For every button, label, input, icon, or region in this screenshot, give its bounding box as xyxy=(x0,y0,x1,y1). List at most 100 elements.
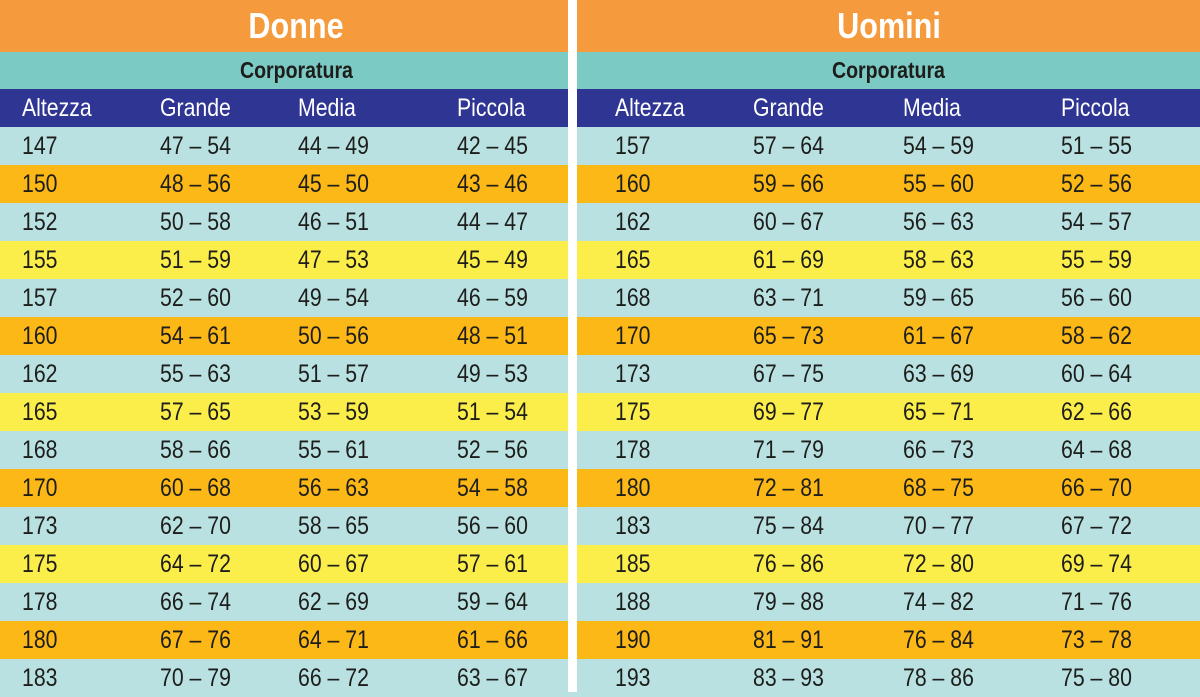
table-row: 178 66 – 74 62 – 69 59 – 64 xyxy=(0,583,592,621)
table-cell: 57 – 61 xyxy=(457,549,528,578)
table-cell: 57 – 65 xyxy=(160,397,231,426)
table-row: 165 57 – 65 53 – 59 51 – 54 xyxy=(0,393,592,431)
table-row: 193 83 – 93 78 – 86 75 – 80 xyxy=(577,659,1200,697)
women-table: Donne Corporatura Altezza Grande Media Picc… xyxy=(0,0,592,697)
table-row: 152 50 – 58 46 – 51 44 – 47 xyxy=(0,203,592,241)
table-cell: 147 xyxy=(22,131,58,160)
men-header-grande: Grande xyxy=(753,93,824,122)
table-cell: 64 – 72 xyxy=(160,549,231,578)
men-title: Uomini xyxy=(577,0,1200,52)
table-row: 157 57 – 64 54 – 59 51 – 55 xyxy=(577,127,1200,165)
table-row: 165 61 – 69 58 – 63 55 – 59 xyxy=(577,241,1200,279)
table-cell: 46 – 51 xyxy=(298,207,369,236)
men-header-altezza: Altezza xyxy=(615,93,685,122)
women-subtitle: Corporatura xyxy=(0,52,592,89)
table-cell: 43 – 46 xyxy=(457,169,528,198)
men-header-media: Media xyxy=(903,93,961,122)
table-row: 173 62 – 70 58 – 65 56 – 60 xyxy=(0,507,592,545)
table-cell: 67 – 75 xyxy=(753,359,824,388)
table-cell: 71 – 76 xyxy=(1061,587,1132,616)
table-cell: 65 – 71 xyxy=(903,397,974,426)
table-cell: 59 – 64 xyxy=(457,587,528,616)
table-cell: 46 – 59 xyxy=(457,283,528,312)
table-row: 147 47 – 54 44 – 49 42 – 45 xyxy=(0,127,592,165)
table-cell: 60 – 67 xyxy=(298,549,369,578)
table-row: 160 54 – 61 50 – 56 48 – 51 xyxy=(0,317,592,355)
table-cell: 178 xyxy=(615,435,651,464)
table-cell: 175 xyxy=(22,549,58,578)
table-cell: 188 xyxy=(615,587,651,616)
table-cell: 69 – 74 xyxy=(1061,549,1132,578)
table-cell: 66 – 70 xyxy=(1061,473,1132,502)
table-cell: 59 – 66 xyxy=(753,169,824,198)
table-cell: 54 – 59 xyxy=(903,131,974,160)
table-cell: 180 xyxy=(22,625,58,654)
table-cell: 42 – 45 xyxy=(457,131,528,160)
table-cell: 63 – 67 xyxy=(457,663,528,692)
table-cell: 49 – 54 xyxy=(298,283,369,312)
table-cell: 60 – 68 xyxy=(160,473,231,502)
table-cell: 78 – 86 xyxy=(903,663,974,692)
table-cell: 72 – 80 xyxy=(903,549,974,578)
table-cell: 180 xyxy=(615,473,651,502)
table-cell: 64 – 71 xyxy=(298,625,369,654)
men-header-piccola: Piccola xyxy=(1061,93,1130,122)
table-cell: 52 – 56 xyxy=(457,435,528,464)
table-cell: 52 – 56 xyxy=(1061,169,1132,198)
table-cell: 44 – 47 xyxy=(457,207,528,236)
table-cell: 73 – 78 xyxy=(1061,625,1132,654)
table-cell: 76 – 86 xyxy=(753,549,824,578)
table-cell: 52 – 60 xyxy=(160,283,231,312)
table-cell: 173 xyxy=(22,511,58,540)
table-cell: 76 – 84 xyxy=(903,625,974,654)
table-cell: 51 – 55 xyxy=(1061,131,1132,160)
table-row: 188 79 – 88 74 – 82 71 – 76 xyxy=(577,583,1200,621)
table-cell: 48 – 56 xyxy=(160,169,231,198)
table-cell: 60 – 67 xyxy=(753,207,824,236)
table-cell: 160 xyxy=(22,321,58,350)
table-cell: 56 – 60 xyxy=(457,511,528,540)
table-cell: 63 – 71 xyxy=(753,283,824,312)
table-cell: 165 xyxy=(615,245,651,274)
table-cell: 54 – 57 xyxy=(1061,207,1132,236)
table-cell: 58 – 66 xyxy=(160,435,231,464)
table-cell: 160 xyxy=(615,169,651,198)
table-cell: 62 – 66 xyxy=(1061,397,1132,426)
table-row: 173 67 – 75 63 – 69 60 – 64 xyxy=(577,355,1200,393)
table-row: 180 72 – 81 68 – 75 66 – 70 xyxy=(577,469,1200,507)
table-cell: 61 – 66 xyxy=(457,625,528,654)
men-subtitle: Corporatura xyxy=(577,52,1200,89)
table-row: 170 60 – 68 56 – 63 54 – 58 xyxy=(0,469,592,507)
table-cell: 51 – 54 xyxy=(457,397,528,426)
table-cell: 66 – 73 xyxy=(903,435,974,464)
table-cell: 190 xyxy=(615,625,651,654)
table-cell: 162 xyxy=(615,207,651,236)
women-header-grande: Grande xyxy=(160,93,231,122)
table-cell: 55 – 60 xyxy=(903,169,974,198)
table-cell: 54 – 61 xyxy=(160,321,231,350)
table-cell: 75 – 80 xyxy=(1061,663,1132,692)
table-cell: 50 – 58 xyxy=(160,207,231,236)
table-cell: 51 – 57 xyxy=(298,359,369,388)
women-header-media: Media xyxy=(298,93,356,122)
table-cell: 157 xyxy=(22,283,58,312)
table-row: 162 55 – 63 51 – 57 49 – 53 xyxy=(0,355,592,393)
table-cell: 49 – 53 xyxy=(457,359,528,388)
table-cell: 63 – 69 xyxy=(903,359,974,388)
table-row: 162 60 – 67 56 – 63 54 – 57 xyxy=(577,203,1200,241)
table-cell: 183 xyxy=(615,511,651,540)
table-cell: 170 xyxy=(22,473,58,502)
table-cell: 173 xyxy=(615,359,651,388)
table-cell: 47 – 54 xyxy=(160,131,231,160)
women-rows: 147 47 – 54 44 – 49 42 – 45 150 48 – 56 45 – 5… xyxy=(0,127,592,697)
table-cell: 66 – 74 xyxy=(160,587,231,616)
table-cell: 70 – 77 xyxy=(903,511,974,540)
women-title: Donne xyxy=(0,0,592,52)
table-cell: 175 xyxy=(615,397,651,426)
table-cell: 72 – 81 xyxy=(753,473,824,502)
table-cell: 68 – 75 xyxy=(903,473,974,502)
table-cell: 45 – 50 xyxy=(298,169,369,198)
men-table: Uomini Corporatura Altezza Grande Media Pic… xyxy=(577,0,1200,697)
table-cell: 150 xyxy=(22,169,58,198)
